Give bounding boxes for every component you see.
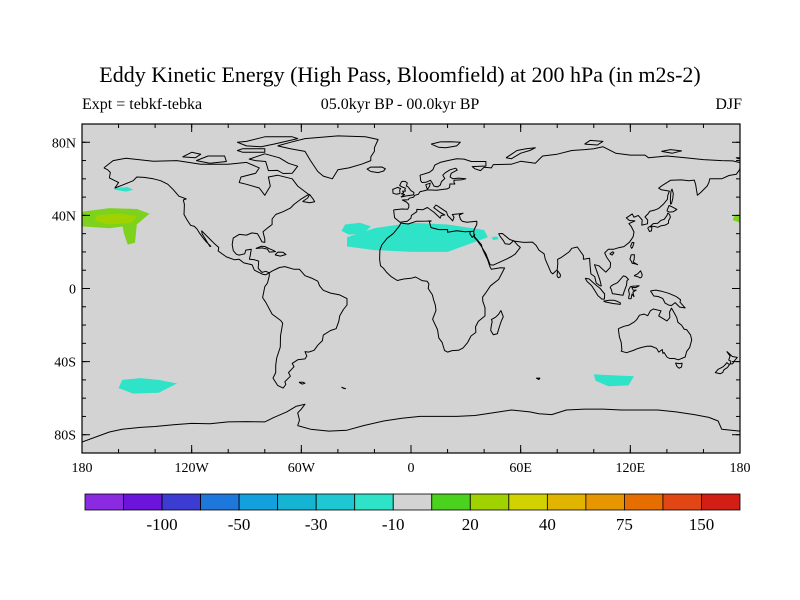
coastline-kerguelen <box>535 377 541 380</box>
coastline-nz-north <box>726 351 738 365</box>
coastline-sumatra <box>584 277 606 300</box>
coastline-java <box>603 299 621 305</box>
colorbar-box <box>585 493 625 511</box>
experiment-label: Expt = tebkf-tebka <box>82 96 203 113</box>
coastline-novaya-zemlya <box>505 147 536 160</box>
lon-tick-label: 120W <box>175 461 210 476</box>
coastline-falklands <box>298 381 306 385</box>
colorbar-box <box>431 493 471 511</box>
coastline-eurasia <box>379 146 740 353</box>
colorbar-label: 75 <box>616 515 633 534</box>
colorbar-box <box>277 493 317 511</box>
lon-tick-label: 120E <box>616 461 646 476</box>
coastline-australia <box>617 307 693 361</box>
coastline-philippines-mindanao <box>633 270 643 279</box>
anomaly-region-gulf-of-alaska-negative <box>114 187 134 192</box>
colorbar-box <box>200 493 240 511</box>
coastline-japan-honshu <box>649 212 671 228</box>
season-label: DJF <box>715 96 742 113</box>
lon-tick-label: 180 <box>72 461 93 476</box>
coastline-great-britain <box>399 180 415 198</box>
colorbar-label: 40 <box>539 515 556 534</box>
lat-tick-label: 40S <box>54 356 76 371</box>
anomaly-region-south-pacific-negative <box>118 378 177 394</box>
coastline-north-america <box>103 157 310 276</box>
coastline-greenland <box>277 135 379 180</box>
lat-tick-label: 80N <box>52 136 76 151</box>
coastline-antarctica <box>82 403 740 443</box>
coastline-madagascar <box>490 310 504 336</box>
coastline-severnaya-zemlya <box>584 139 604 146</box>
lon-tick-label: 0 <box>408 461 415 476</box>
anomaly-fill-layer <box>82 187 740 394</box>
anomaly-region-north-pacific-positive-core <box>94 213 137 225</box>
anomaly-region-north-atlantic-negative <box>341 222 371 235</box>
coastline-hainan <box>609 251 615 256</box>
coastline-japan-hokkaido <box>666 205 678 213</box>
coastline-sri-lanka <box>556 270 561 279</box>
colorbar-box <box>84 493 124 511</box>
coastline-ireland <box>392 186 402 195</box>
colorbar-box <box>238 493 279 511</box>
coastline-tasmania <box>675 362 683 369</box>
coastline-south-georgia <box>341 386 347 390</box>
coastline-victoria-island <box>196 155 227 164</box>
coastline-baffin-island <box>248 153 299 174</box>
axis-ticks: 80N 40N 0 40S 80S 180 120W 60W 0 60E 120E 180 <box>52 123 751 476</box>
colorbar-box <box>315 493 356 511</box>
colorbar-box <box>546 493 587 511</box>
coastline-layer <box>82 135 740 443</box>
colorbar-box <box>624 493 664 511</box>
colorbar-label: -50 <box>228 515 251 534</box>
colorbar-box <box>392 493 433 511</box>
coastline-newfoundland <box>302 193 316 204</box>
colorbar: -100 -50 -30 -10 20 40 75 150 <box>84 493 741 534</box>
colorbar-label: -10 <box>382 515 405 534</box>
chart-title: Eddy Kinetic Energy (High Pass, Bloomfie… <box>99 62 701 87</box>
colorbar-box <box>123 493 163 511</box>
colorbar-box <box>701 493 741 511</box>
map-background <box>82 124 740 453</box>
coastline-ellesmere-island <box>236 136 299 148</box>
lon-tick-label: 60W <box>288 461 316 476</box>
coastline-cuba <box>255 245 276 253</box>
anomaly-region-date-line-east-positive <box>732 215 740 223</box>
colorbar-box <box>662 493 702 511</box>
coastline-banks-island <box>182 151 202 159</box>
coastline-wrangel-island <box>735 157 740 160</box>
coastline-sakhalin <box>669 188 674 205</box>
coastline-svalbard <box>430 141 461 149</box>
coastline-nz-south <box>714 362 730 375</box>
lon-tick-label: 60E <box>509 461 532 476</box>
coastline-japan-kyushu <box>647 225 653 232</box>
colorbar-box <box>508 493 548 511</box>
anomaly-region-north-pacific-tongue <box>122 224 137 245</box>
coastline-devon-island <box>236 148 266 153</box>
coastline-borneo <box>609 275 629 296</box>
coastline-new-siberian-islands <box>661 149 682 154</box>
coastline-taiwan <box>630 241 635 249</box>
anomaly-region-south-indian-negative <box>593 374 634 387</box>
coastline-south-america <box>262 266 348 389</box>
coastline-new-guinea <box>649 289 686 309</box>
colorbar-label: 150 <box>689 515 715 534</box>
lat-tick-label: 0 <box>69 283 76 298</box>
lat-tick-label: 40N <box>52 209 76 224</box>
colorbar-label: -100 <box>147 515 178 534</box>
colorbar-box <box>161 493 201 511</box>
colorbar-label: -30 <box>305 515 328 534</box>
coastline-philippines-luzon <box>629 254 639 266</box>
lat-tick-label: 80S <box>54 429 76 444</box>
anomaly-region-arabia-negative-small <box>491 236 499 241</box>
time-period-label: 05.0kyr BP - 00.0kyr BP <box>320 96 480 113</box>
coastline-iceland <box>366 166 386 174</box>
lon-tick-label: 180 <box>730 461 751 476</box>
colorbar-label: 20 <box>462 515 479 534</box>
coastline-sulawesi <box>628 285 640 300</box>
colorbar-box <box>354 493 394 511</box>
coastline-hispaniola <box>274 251 287 257</box>
colorbar-box <box>469 493 510 511</box>
